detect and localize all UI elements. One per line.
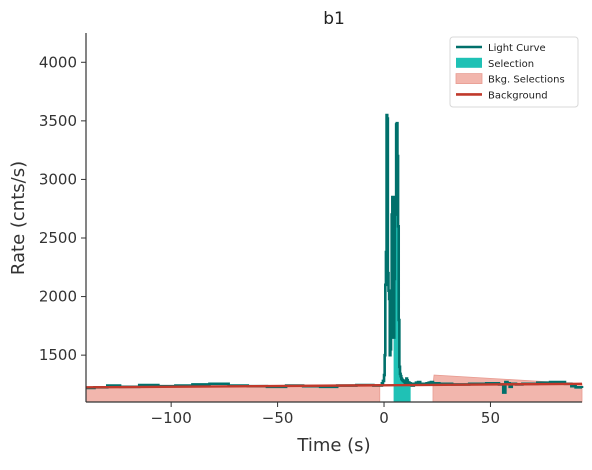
legend-box	[449, 36, 579, 108]
x-tick-label: 50	[481, 409, 500, 427]
y-tick-label: 3000	[39, 170, 77, 188]
chart-title: b1	[323, 9, 345, 29]
legend-swatch-patch	[456, 57, 482, 68]
x-tick-label: −100	[151, 409, 192, 427]
y-tick-label: 3500	[39, 112, 77, 130]
background-line	[85, 382, 583, 389]
legend-swatch-patch	[455, 73, 483, 84]
light-curve-layer	[86, 113, 584, 394]
light-curve-line	[86, 113, 584, 394]
legend-label: Bkg. Selections	[488, 75, 565, 86]
y-tick-label: 1500	[39, 346, 77, 364]
legend: Light Curve Selection Bkg. Selections Backg…	[449, 36, 579, 108]
bkg-selection-region	[432, 374, 583, 403]
y-tick-label: 2000	[39, 288, 77, 306]
x-tick-label: −50	[262, 409, 294, 427]
y-tick-label: 4000	[39, 53, 77, 71]
x-axis-label: Time (s)	[296, 435, 370, 456]
axes-layer: −100 −50 0 50 1500 2000 2500 3000 3500 4000	[39, 33, 582, 427]
x-tick-label: 0	[379, 409, 389, 427]
legend-label: Selection	[488, 59, 534, 70]
legend-label: Light Curve	[488, 43, 546, 54]
y-axis-label: Rate (cnts/s)	[8, 161, 29, 275]
legend-label: Background	[488, 90, 548, 101]
bkg-selection-layer	[85, 374, 583, 403]
background-layer	[85, 382, 583, 389]
y-tick-label: 2500	[39, 229, 77, 247]
